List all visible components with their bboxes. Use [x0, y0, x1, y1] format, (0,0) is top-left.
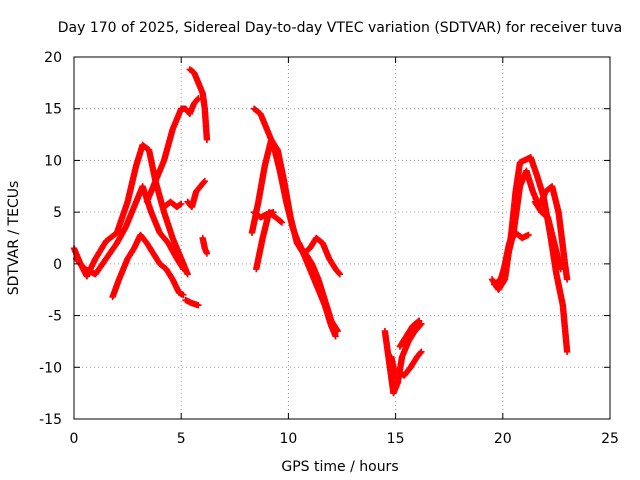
data-point-marker: [203, 136, 211, 143]
data-point-marker: [418, 348, 425, 355]
y-tick-label: 0: [53, 257, 62, 273]
y-tick-label: -10: [39, 360, 62, 376]
x-tick-label: 25: [601, 431, 619, 447]
data-point-marker: [563, 276, 571, 283]
data-point-marker: [417, 321, 424, 329]
x-tick-label: 10: [279, 431, 297, 447]
series-arc-1c: [109, 231, 187, 301]
x-tick-label: 5: [177, 431, 186, 447]
data-point-marker: [201, 177, 208, 185]
y-tick-label: 5: [53, 205, 62, 221]
data-point-marker: [335, 269, 343, 277]
data-point-marker: [184, 271, 191, 278]
series-arc-2b: [248, 136, 344, 278]
series-arc-2e: [295, 239, 339, 340]
data-point-marker: [557, 265, 564, 273]
data-markers: [70, 66, 571, 397]
data-point-marker: [203, 250, 211, 257]
data-point-marker: [277, 218, 285, 225]
axis-ticks: [73, 56, 611, 420]
series-arc-4c: [499, 229, 532, 278]
x-axis-label: GPS time / hours: [281, 459, 398, 475]
data-point-marker: [180, 291, 187, 299]
data-point-marker: [336, 271, 344, 278]
data-point-marker: [563, 348, 571, 355]
series-arc-1b: [72, 183, 187, 278]
series-arc-1h: [184, 177, 208, 211]
series-arc-1d: [143, 95, 202, 205]
x-tick-label: 15: [387, 431, 405, 447]
x-tick-label: 20: [494, 431, 512, 447]
chart-title: Day 170 of 2025, Sidereal Day-to-day VTE…: [58, 20, 622, 36]
data-point-marker: [525, 231, 532, 239]
data-point-marker: [278, 219, 286, 226]
data-point-marker: [194, 96, 201, 103]
data-point-marker: [178, 200, 185, 208]
y-tick-label: 20: [44, 50, 62, 66]
data-point-marker: [270, 208, 277, 216]
y-tick-label: -5: [48, 309, 62, 325]
series-arc-2d: [250, 208, 277, 221]
series-arc-1f: [186, 66, 211, 143]
y-axis-label: SDTVAR / TECUs: [6, 181, 22, 296]
x-tick-label: 0: [70, 431, 79, 447]
data-point-marker: [414, 318, 422, 325]
series-arc-1e: [160, 198, 185, 211]
data-point-marker: [200, 178, 208, 186]
y-tick-label: -15: [39, 412, 62, 428]
series-arc-4d: [531, 198, 564, 273]
series-arc-3b: [388, 348, 425, 381]
data-point-marker: [332, 333, 339, 340]
series-arc-3c: [396, 317, 423, 350]
data-point-marker: [415, 317, 423, 324]
plot-frame: [73, 56, 611, 420]
series-arc-1i: [199, 234, 211, 257]
series-arc-2c: [253, 208, 286, 273]
y-tick-label: 15: [44, 102, 62, 118]
data-point-marker: [180, 265, 187, 273]
data-point-marker: [195, 302, 202, 309]
y-tick-label: 10: [44, 153, 62, 169]
series-arc-1g: [182, 296, 202, 309]
grid-lines: [74, 57, 610, 419]
data-point-marker: [417, 349, 424, 357]
axis-tick-labels: 0 5 10 15 20 25 -15 -10 -5 0 5 10 15 20: [39, 50, 619, 447]
